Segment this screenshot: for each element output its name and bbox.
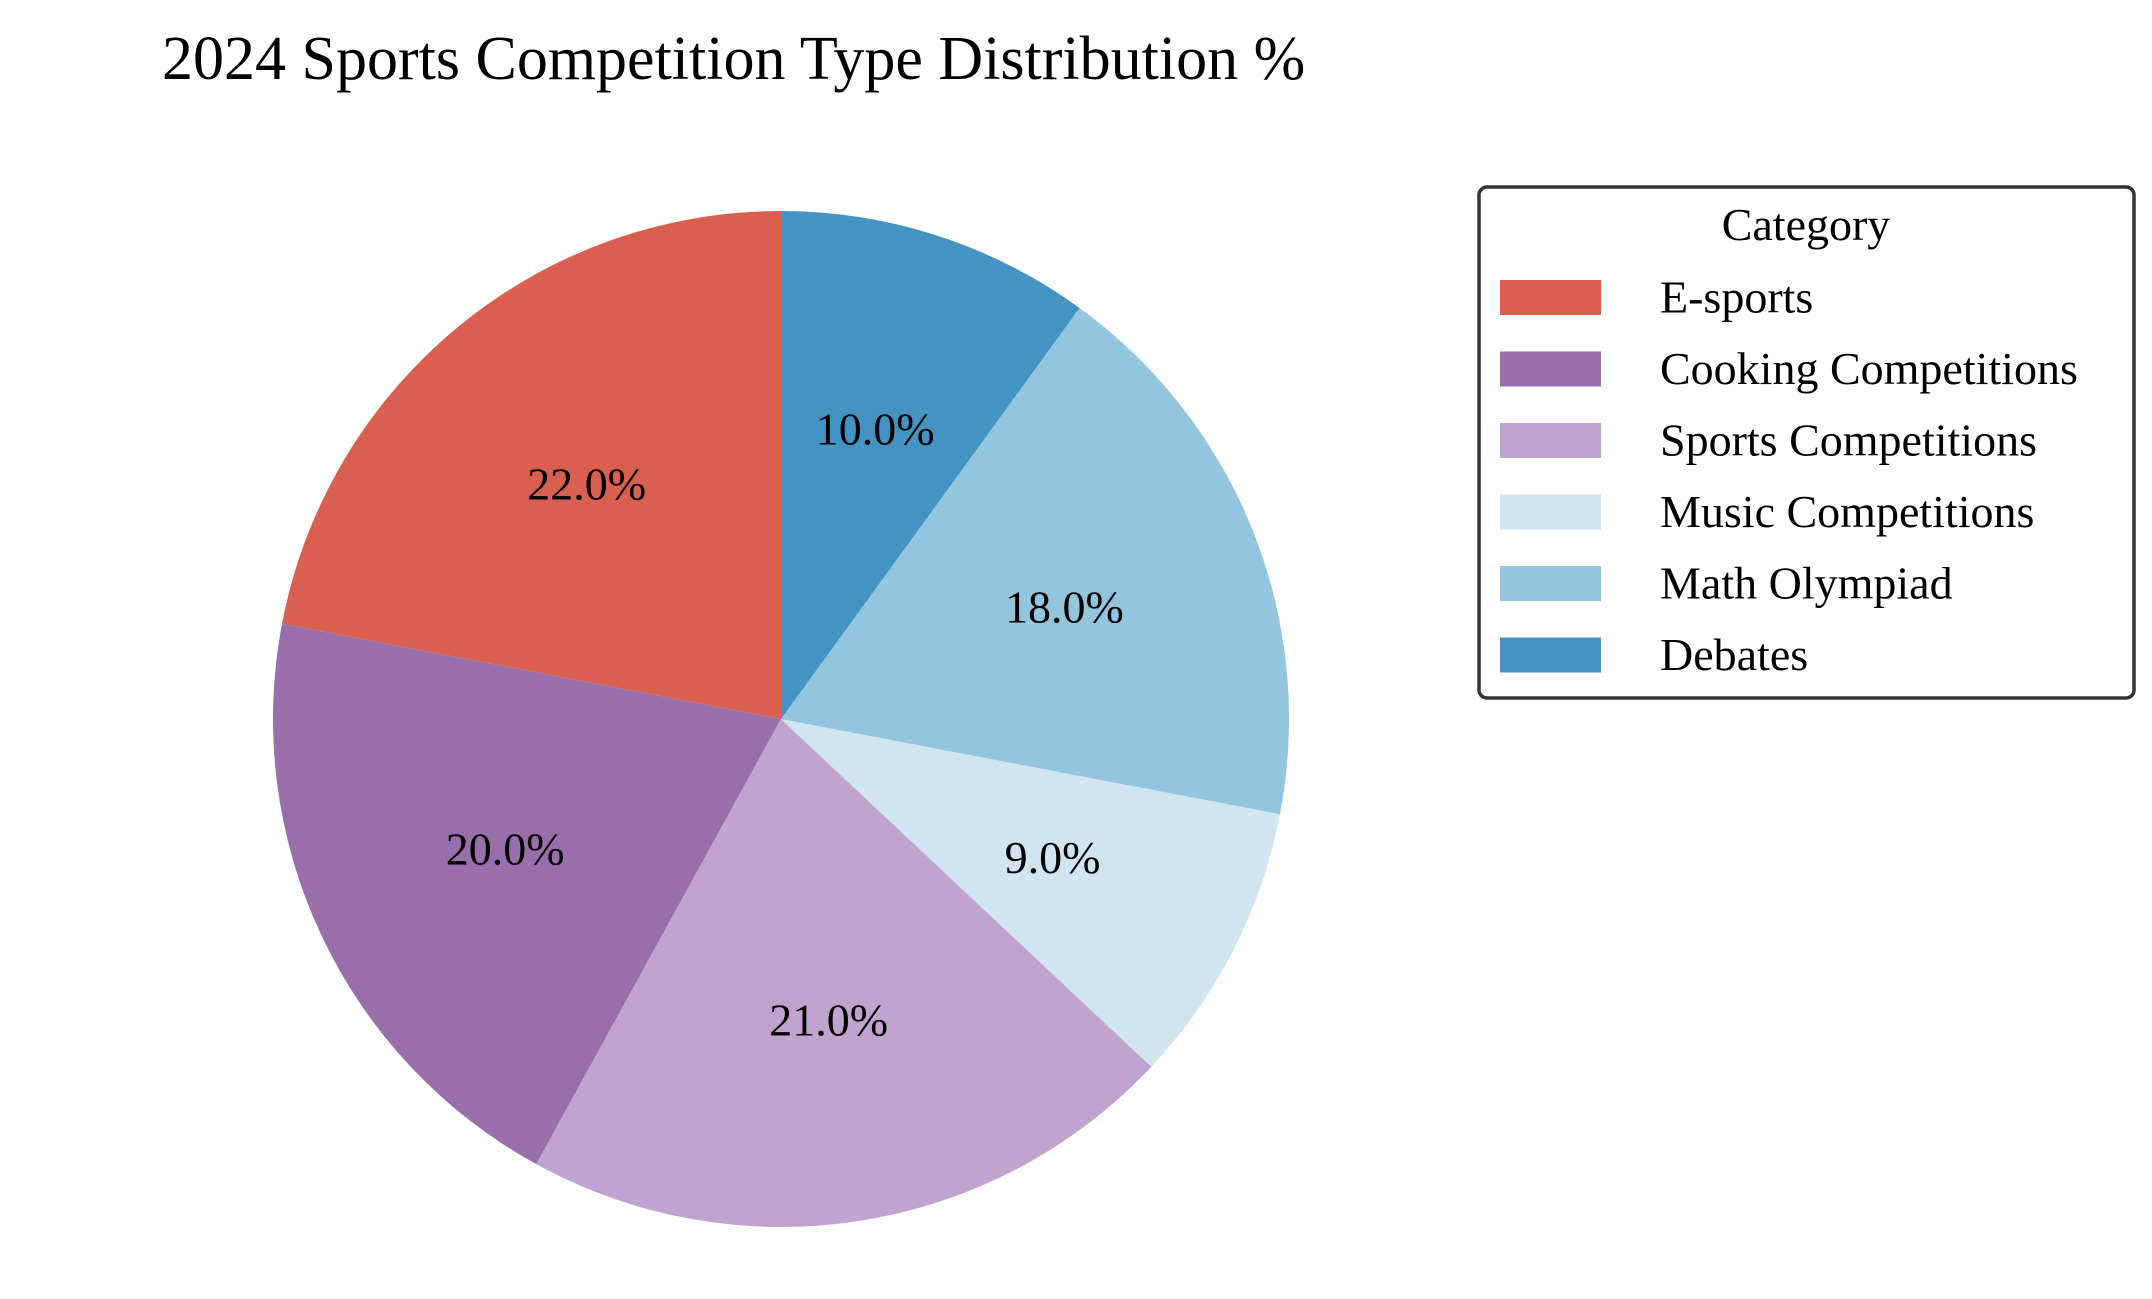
legend-label: Sports Competitions [1660,415,2037,466]
slice-value-label: 22.0% [527,459,646,510]
legend-swatch [1500,351,1601,387]
pie-slice-e-sports [282,211,781,719]
pie-slice-sports-competitions [536,719,1152,1227]
legend-label: Cooking Competitions [1660,343,2078,394]
pie-slice-cooking-competitions [273,623,781,1165]
legend-label: E-sports [1660,272,1813,323]
legend-label: Music Competitions [1660,486,2034,537]
legend: Category E-sports Cooking Competitions Spo… [1477,185,2136,700]
pie-slices [273,211,1289,1227]
legend-label: Math Olympiad [1660,558,1953,609]
legend-swatch [1500,494,1601,530]
slice-value-label: 18.0% [1005,581,1124,632]
legend-swatch [1500,566,1601,601]
legend-label: Debates [1660,629,1808,680]
slice-value-label: 20.0% [446,823,565,874]
slice-value-label: 9.0% [1005,832,1101,883]
pie-slice-music-competitions [781,719,1280,1067]
slice-value-label: 10.0% [816,404,935,455]
pie-slice-labels: 22.0% 20.0% 21.0% 9.0% 18.0% 10.0% [446,404,1124,1046]
pie-slice-math-olympiad [781,308,1289,815]
slice-value-label: 21.0% [769,995,888,1046]
legend-title: Category [1722,199,1891,250]
legend-swatch [1500,280,1601,315]
legend-swatch [1500,423,1601,458]
pie-slice-debates [781,211,1080,719]
legend-items: E-sports Cooking Competitions Sports Compe… [1500,272,2078,680]
legend-swatch [1500,637,1601,673]
legend-frame [1477,185,2136,700]
chart-title: 2024 Sports Competition Type Distributio… [162,25,1305,93]
